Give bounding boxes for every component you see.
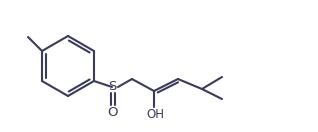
Text: S: S xyxy=(108,81,116,93)
Text: OH: OH xyxy=(146,109,164,121)
Text: O: O xyxy=(108,105,118,119)
